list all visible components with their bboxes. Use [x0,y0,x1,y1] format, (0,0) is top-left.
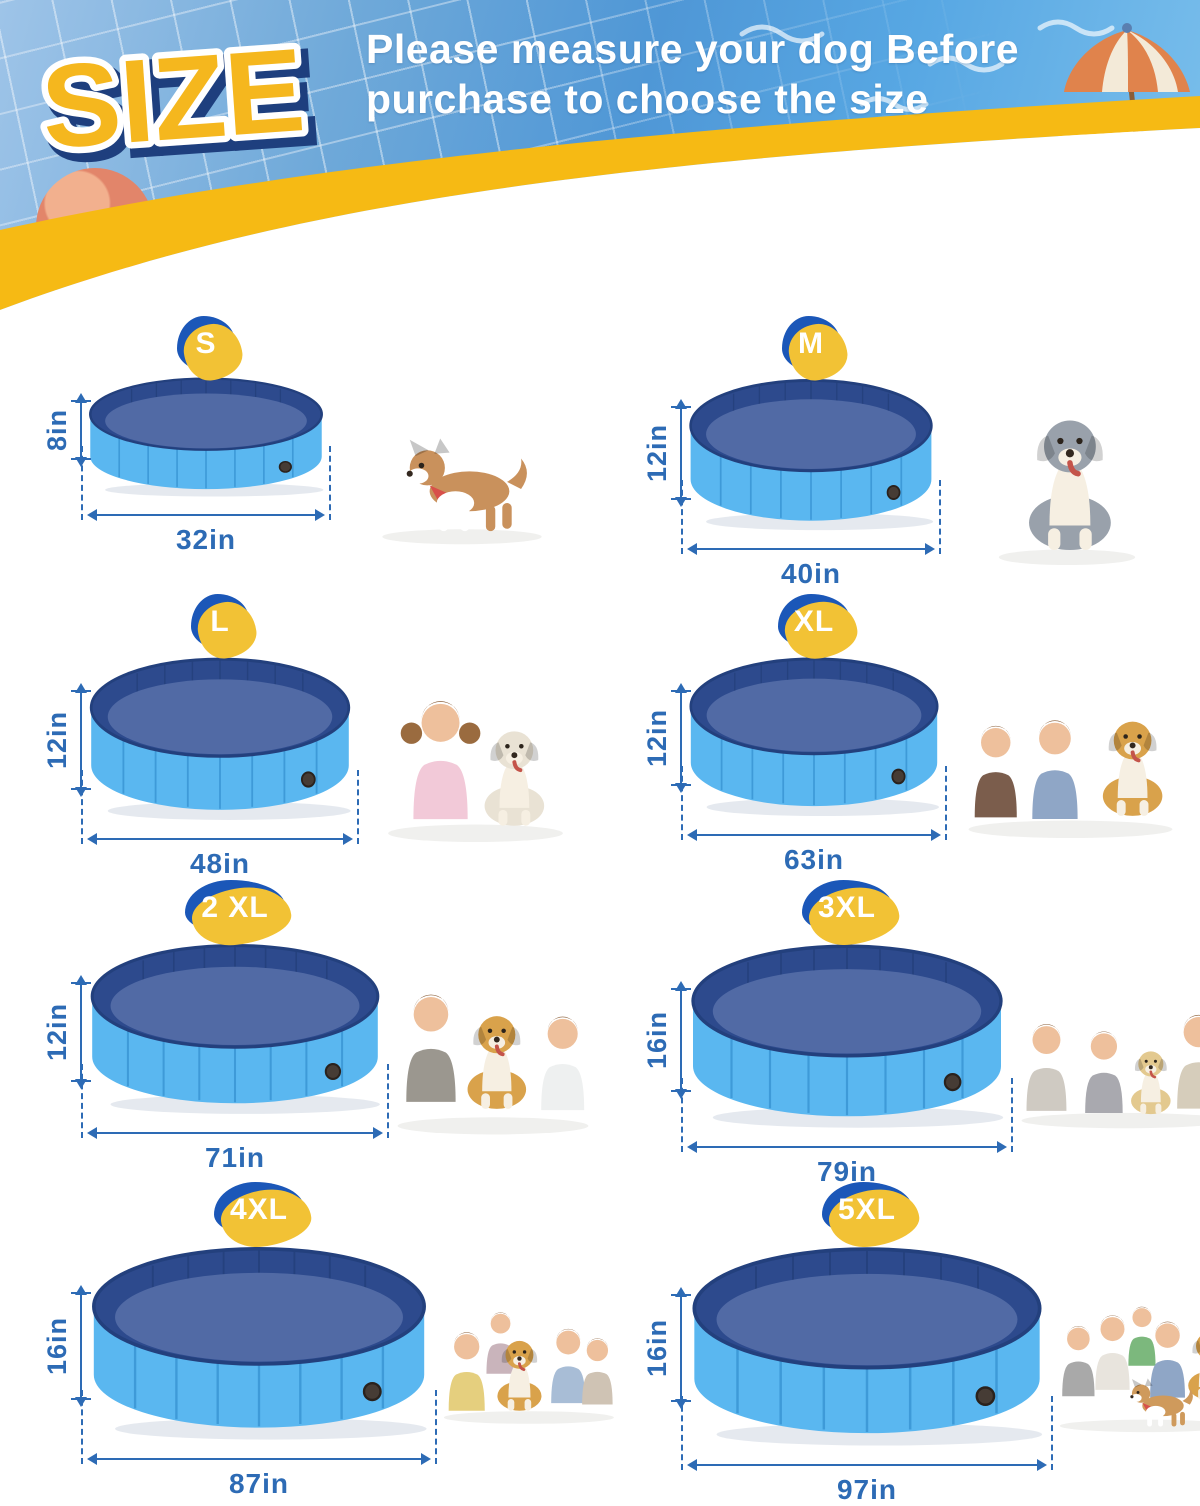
size-badge-3xl: 3XL [801,880,893,936]
family-lying-with-puppy-photo [1021,1014,1200,1129]
height-measure: 12in [18,683,91,797]
height-measure: 12in [618,399,691,507]
size-guide-infographic: SIZE SIZE Please measure your dog Before… [0,0,1200,1473]
size-badge-label: 2 XL [201,891,269,924]
width-arrow [687,1459,1047,1471]
pool-illustration [82,936,388,1116]
width-measure: 48in [81,770,359,880]
header-subtitle: Please measure your dog Before purchase … [366,24,1186,124]
family-sitting-with-golden-retriever-photo [443,1312,614,1424]
width-arrow [687,1141,1007,1153]
width-measure: 97in [681,1396,1053,1506]
corgi-photo [382,438,542,545]
width-label: 32in [175,524,237,555]
size-badge-4xl: 4XL [213,1182,305,1238]
width-label: 40in [780,558,842,589]
family-with-two-dogs-photo [1059,1306,1200,1433]
size-badge-label: L [210,605,230,638]
kids-with-golden-retriever-photo [968,674,1173,838]
size-section-xl: XL 12in 63in [600,588,1200,876]
header-subtitle-line2: purchase to choose the size [366,76,929,123]
width-label: 48in [189,848,251,879]
width-arrow [87,509,325,521]
height-arrow [71,1285,91,1407]
height-label: 16in [642,1010,672,1070]
height-label: 12in [642,423,672,483]
woman-boy-golden-retriever-photo [397,994,589,1134]
width-measure: 63in [681,766,947,876]
size-badge-l: L [191,594,249,650]
height-label: 16in [42,1316,72,1376]
size-badge-label: 3XL [817,891,877,924]
size-section-4xl: 4XL 16in 87in [0,1176,614,1499]
size-badge-label: 4XL [229,1193,289,1226]
header-subtitle-line1: Please measure your dog Before [366,26,1020,72]
height-measure: 12in [18,975,91,1089]
size-badge-label: M [798,327,824,360]
header: SIZE SIZE Please measure your dog Before… [0,0,1200,310]
height-label: 12in [42,710,72,770]
size-section-5xl: 5XL 16in 97in [600,1176,1200,1505]
pool-illustration [682,936,1012,1130]
pool-illustration [82,372,330,498]
size-word-text: SIZE [38,24,309,174]
size-section-2xl: 2 XL 12in 71in [0,874,600,1176]
size-grid: S 8in 32in [0,310,1200,1505]
size-badge-label: XL [793,605,835,638]
size-section-3xl: 3XL 16in 79in [600,874,1200,1187]
width-label: 63in [783,844,845,875]
pool-illustration [682,650,946,818]
width-arrow [87,1127,383,1139]
size-badge-2xl: 2 XL [185,880,285,936]
pool-illustration [682,372,940,532]
size-word: SIZE SIZE [31,18,323,180]
pool-illustration [82,650,358,822]
height-measure: 16in [618,1287,691,1409]
width-measure: 87in [81,1390,437,1500]
width-measure: 32in [81,446,331,556]
width-label: 71in [204,1142,266,1173]
size-section-l: L 12in 48in [0,588,600,879]
size-section-s: S 8in 32in [0,310,600,588]
beach-ball-icon [852,222,960,310]
size-badge-s: S [177,316,235,372]
height-label: 12in [642,708,672,768]
girl-with-puppy-photo [388,701,563,843]
pool-illustration [82,1238,436,1442]
height-label: 8in [42,408,72,451]
height-arrow [671,981,691,1099]
width-measure: 40in [681,480,941,590]
pool-illustration [682,1238,1052,1448]
size-badge-label: S [195,327,217,360]
width-arrow [687,829,941,841]
height-measure: 8in [18,393,91,467]
width-arrow [87,833,353,845]
size-badge-xl: XL [777,594,851,650]
coral-ball-icon [36,168,154,286]
height-arrow [671,1287,691,1409]
height-measure: 16in [18,1285,91,1407]
width-arrow [87,1453,431,1465]
size-badge-5xl: 5XL [821,1182,913,1238]
height-label: 12in [42,1002,72,1062]
width-label: 97in [836,1474,898,1505]
husky-photo [998,382,1136,565]
height-label: 16in [642,1318,672,1378]
width-measure: 71in [81,1064,389,1174]
size-section-m: M 12in 40in [600,310,1200,590]
height-measure: 16in [618,981,691,1099]
height-measure: 12in [618,683,691,793]
size-badge-label: 5XL [837,1193,897,1226]
umbrella-icon [1064,23,1190,137]
duck-float-icon [688,208,752,272]
size-badge-m: M [782,316,840,372]
width-arrow [687,543,935,555]
